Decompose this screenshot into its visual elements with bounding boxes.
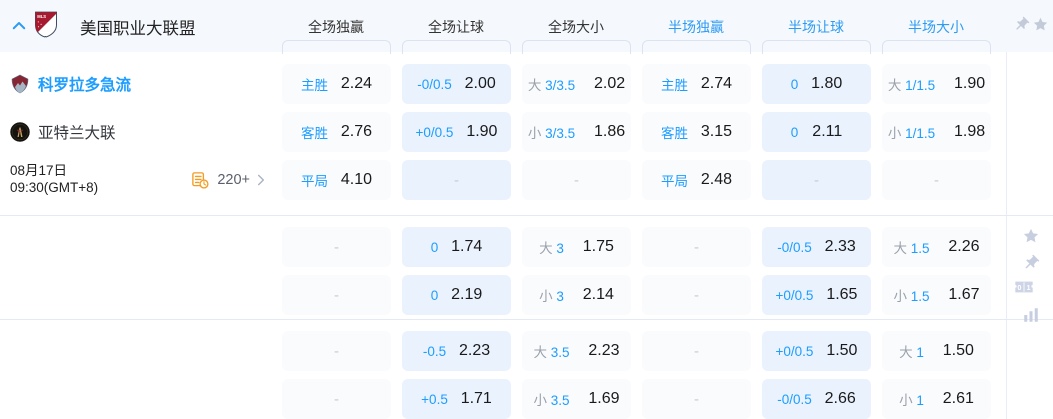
svg-text:0: 0 [1017,283,1021,292]
svg-text:1: 1 [1026,283,1030,292]
